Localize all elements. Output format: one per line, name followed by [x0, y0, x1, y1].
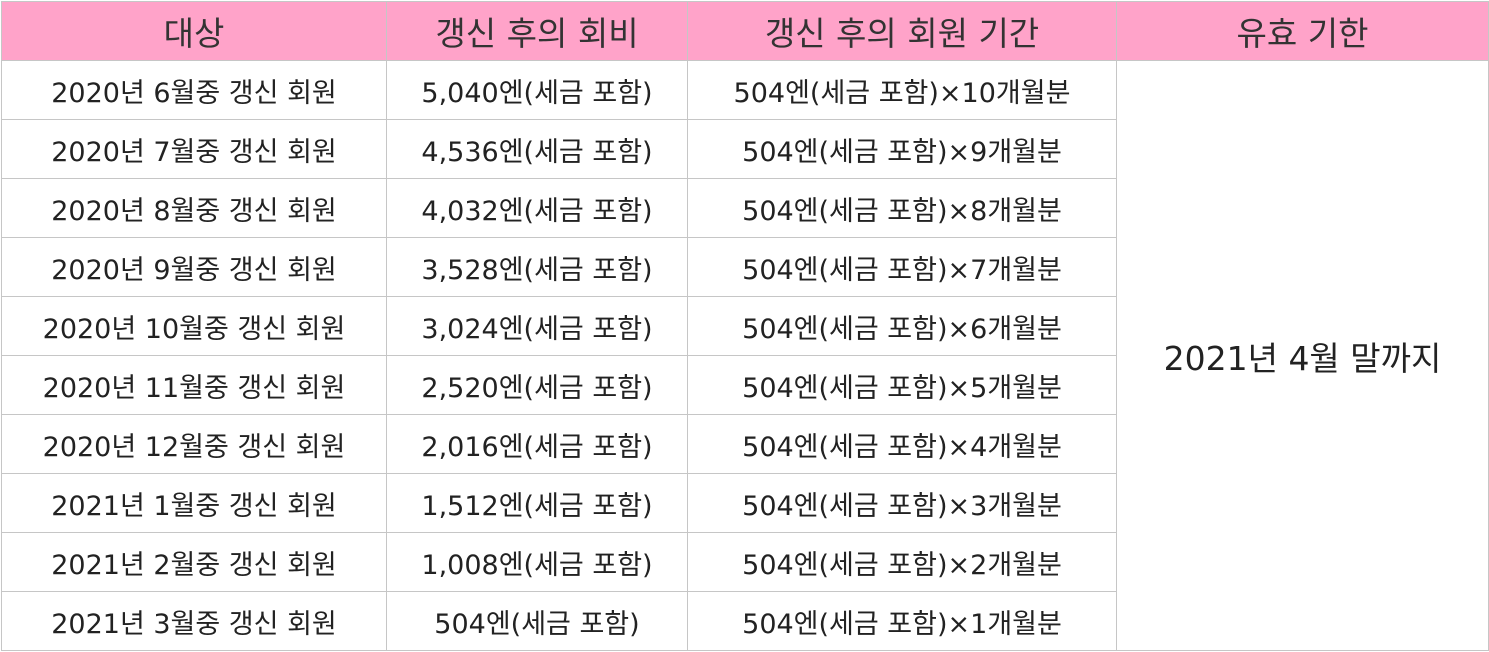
table-row: 2020년 6월중 갱신 회원 5,040엔(세금 포함) 504엔(세금 포함…	[1, 60, 1489, 651]
cell-period: 504엔(세금 포함)×10개월분	[687, 60, 1117, 120]
table-row: 2020년 7월중 갱신 회원 4,536엔(세금 포함) 504엔(세금 포함…	[1, 119, 1489, 179]
table-row: 2021년 1월중 갱신 회원 1,512엔(세금 포함) 504엔(세금 포함…	[1, 473, 1489, 533]
header-fee: 갱신 후의 회비	[386, 1, 688, 61]
cell-target: 2020년 9월중 갱신 회원	[1, 237, 387, 297]
cell-fee: 1,008엔(세금 포함)	[386, 532, 688, 592]
table-row: 2021년 3월중 갱신 회원 504엔(세금 포함) 504엔(세금 포함)×…	[1, 591, 1489, 651]
cell-fee: 1,512엔(세금 포함)	[386, 473, 688, 533]
table-row: 2021년 2월중 갱신 회원 1,008엔(세금 포함) 504엔(세금 포함…	[1, 532, 1489, 592]
cell-period: 504엔(세금 포함)×7개월분	[687, 237, 1117, 297]
cell-period: 504엔(세금 포함)×2개월분	[687, 532, 1117, 592]
cell-period: 504엔(세금 포함)×1개월분	[687, 591, 1117, 651]
cell-target: 2020년 10월중 갱신 회원	[1, 296, 387, 356]
cell-fee: 3,528엔(세금 포함)	[386, 237, 688, 297]
table-body: 2020년 6월중 갱신 회원 5,040엔(세금 포함) 504엔(세금 포함…	[1, 60, 1489, 651]
cell-target: 2021년 3월중 갱신 회원	[1, 591, 387, 651]
cell-target: 2020년 6월중 갱신 회원	[1, 60, 387, 120]
cell-period: 504엔(세금 포함)×9개월분	[687, 119, 1117, 179]
cell-period: 504엔(세금 포함)×4개월분	[687, 414, 1117, 474]
header-validity: 유효 기한	[1116, 1, 1489, 61]
cell-fee: 4,536엔(세금 포함)	[386, 119, 688, 179]
cell-period: 504엔(세금 포함)×6개월분	[687, 296, 1117, 356]
cell-period: 504엔(세금 포함)×3개월분	[687, 473, 1117, 533]
cell-fee: 3,024엔(세금 포함)	[386, 296, 688, 356]
cell-target: 2021년 1월중 갱신 회원	[1, 473, 387, 533]
header-row: 대상 갱신 후의 회비 갱신 후의 회원 기간 유효 기한	[1, 1, 1489, 61]
table-header: 대상 갱신 후의 회비 갱신 후의 회원 기간 유효 기한	[1, 1, 1489, 61]
cell-target: 2020년 12월중 갱신 회원	[1, 414, 387, 474]
cell-period: 504엔(세금 포함)×5개월분	[687, 355, 1117, 415]
table-row: 2020년 12월중 갱신 회원 2,016엔(세금 포함) 504엔(세금 포…	[1, 414, 1489, 474]
cell-target: 2020년 8월중 갱신 회원	[1, 178, 387, 238]
cell-fee: 2,520엔(세금 포함)	[386, 355, 688, 415]
table-row: 2020년 11월중 갱신 회원 2,520엔(세금 포함) 504엔(세금 포…	[1, 355, 1489, 415]
cell-target: 2021년 2월중 갱신 회원	[1, 532, 387, 592]
cell-fee: 4,032엔(세금 포함)	[386, 178, 688, 238]
header-target: 대상	[1, 1, 387, 61]
cell-target: 2020년 7월중 갱신 회원	[1, 119, 387, 179]
cell-validity: 2021년 4월 말까지	[1116, 60, 1489, 651]
table-row: 2020년 10월중 갱신 회원 3,024엔(세금 포함) 504엔(세금 포…	[1, 296, 1489, 356]
cell-period: 504엔(세금 포함)×8개월분	[687, 178, 1117, 238]
cell-fee: 2,016엔(세금 포함)	[386, 414, 688, 474]
cell-fee: 5,040엔(세금 포함)	[386, 60, 688, 120]
header-period: 갱신 후의 회원 기간	[687, 1, 1117, 61]
cell-target: 2020년 11월중 갱신 회원	[1, 355, 387, 415]
cell-fee: 504엔(세금 포함)	[386, 591, 688, 651]
